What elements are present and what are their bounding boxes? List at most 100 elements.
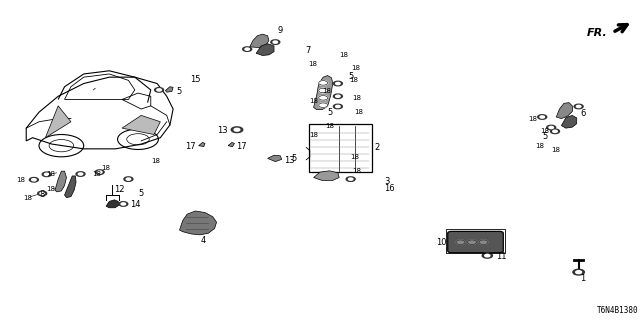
Text: 9: 9 [278,26,283,35]
Text: 18: 18 [325,123,334,129]
Text: 5: 5 [138,189,143,198]
Circle shape [574,104,583,109]
Circle shape [335,83,340,85]
Text: 18: 18 [46,171,55,177]
Circle shape [540,116,545,118]
Text: 18: 18 [350,154,359,160]
Polygon shape [179,211,216,235]
Circle shape [40,192,44,195]
Polygon shape [556,103,573,119]
Text: 10: 10 [436,238,447,247]
Text: 5: 5 [349,72,354,81]
Circle shape [231,127,243,132]
Text: 18: 18 [23,195,32,201]
Circle shape [245,48,250,50]
Text: 18: 18 [309,98,318,104]
Text: 5: 5 [542,132,547,141]
Circle shape [126,178,131,180]
Polygon shape [314,76,333,110]
Text: 2: 2 [374,143,380,152]
Text: 18: 18 [352,95,361,101]
Text: 18: 18 [17,177,26,183]
Text: 13: 13 [218,125,228,134]
Text: 18: 18 [92,171,101,177]
Circle shape [29,178,38,182]
Circle shape [319,103,328,108]
Polygon shape [561,116,577,128]
Polygon shape [250,34,269,48]
Circle shape [97,171,102,173]
Text: 7: 7 [305,46,310,55]
Text: 18: 18 [540,128,549,134]
Circle shape [467,240,476,244]
Circle shape [335,95,340,97]
Polygon shape [65,176,76,197]
Text: 3: 3 [384,177,389,186]
Text: 1: 1 [580,274,586,283]
Circle shape [319,88,328,93]
Polygon shape [256,44,274,55]
Text: 18: 18 [351,65,360,71]
Polygon shape [122,116,161,134]
Circle shape [243,47,252,51]
Polygon shape [106,200,119,208]
Polygon shape [268,155,282,162]
Circle shape [348,178,353,180]
Text: 12: 12 [115,185,125,194]
Circle shape [119,202,128,206]
Circle shape [346,177,355,181]
Circle shape [44,173,49,175]
Circle shape [157,89,161,91]
Text: 18: 18 [551,148,560,154]
Text: 18: 18 [46,186,55,192]
Circle shape [319,96,328,100]
Text: 17: 17 [185,142,195,151]
FancyBboxPatch shape [448,231,503,253]
Text: 4: 4 [200,236,206,245]
Circle shape [319,81,328,85]
Text: 13: 13 [284,156,295,164]
Circle shape [479,240,488,244]
Circle shape [271,40,280,44]
Bar [446,229,505,253]
Circle shape [482,253,492,258]
Text: 18: 18 [102,165,111,171]
Circle shape [76,172,85,176]
Circle shape [38,191,47,196]
Text: 18: 18 [354,108,363,115]
Text: 18: 18 [151,158,160,164]
Text: 6: 6 [580,109,586,118]
Text: 16: 16 [384,184,394,193]
Circle shape [573,269,584,275]
Polygon shape [198,142,205,147]
Text: 18: 18 [528,116,537,122]
Polygon shape [166,87,173,92]
Circle shape [124,177,133,181]
Text: 11: 11 [495,252,506,261]
Text: 18: 18 [322,88,331,93]
Text: 18: 18 [308,61,317,68]
Circle shape [576,271,582,274]
Text: T6N4B1380: T6N4B1380 [596,306,638,315]
Circle shape [550,129,559,133]
Text: 18: 18 [535,143,544,149]
Circle shape [333,94,342,99]
Text: 5: 5 [328,108,333,117]
Text: 8: 8 [39,190,44,199]
Circle shape [484,254,490,257]
Circle shape [333,104,342,109]
Circle shape [78,173,83,175]
FancyBboxPatch shape [308,124,372,172]
Circle shape [553,130,557,132]
Circle shape [547,125,556,130]
Circle shape [577,105,581,108]
Circle shape [121,203,125,205]
Circle shape [42,172,51,177]
Text: 14: 14 [130,200,140,209]
Circle shape [155,88,164,92]
Text: 18: 18 [349,77,358,83]
Circle shape [333,81,342,86]
Text: 18: 18 [309,132,318,138]
Circle shape [95,170,104,174]
Circle shape [234,128,240,131]
